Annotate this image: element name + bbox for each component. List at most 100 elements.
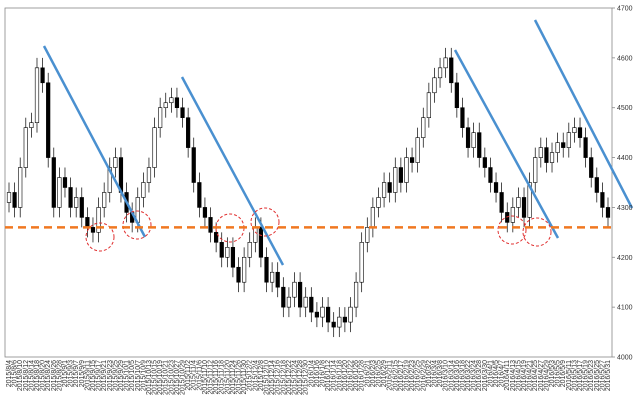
- candle-body: [331, 321, 336, 328]
- candle-body: [443, 57, 448, 69]
- candle-body: [359, 242, 364, 283]
- candle-body: [516, 197, 521, 208]
- x-tick-label: 2015/9/1: [62, 360, 69, 387]
- x-tick-label: 2015/9/23: [107, 360, 114, 391]
- trend-line: [533, 19, 634, 209]
- x-tick-label: 2015/11/6: [196, 360, 203, 391]
- y-tick-label: 4400: [617, 155, 633, 162]
- x-tick-label: 2015/12/30: [303, 360, 310, 395]
- candle-body: [214, 232, 219, 243]
- candle-body: [46, 82, 51, 158]
- x-tick-label: 2016/2/1: [364, 360, 371, 387]
- x-tick-label: 2015/8/26: [51, 360, 58, 391]
- x-tick-label: 2015/8/6: [12, 360, 19, 387]
- x-tick-label: 2015/10/15: [152, 360, 159, 395]
- candle-body: [533, 157, 538, 183]
- candle-body: [538, 147, 543, 158]
- x-tick-label: 2016/3/4: [431, 360, 438, 387]
- x-tick-label: 2016/3/2: [426, 360, 433, 387]
- x-tick-label: 2015/9/29: [118, 360, 125, 391]
- y-tick-label: 4100: [617, 305, 633, 312]
- candle-body: [594, 177, 599, 193]
- x-tick-label: 2015/12/16: [275, 360, 282, 395]
- x-tick-label: 2016/4/7: [499, 360, 506, 387]
- x-tick-label: 2016/5/19: [583, 360, 590, 391]
- candles: [6, 47, 611, 338]
- x-tick-label: 2015/12/2: [247, 360, 254, 391]
- x-tick-label: 2015/9/15: [90, 360, 97, 391]
- candle-body: [62, 177, 68, 188]
- x-tick-label: 2016/2/9: [381, 360, 388, 387]
- candle-body: [409, 157, 415, 163]
- candle-body: [146, 167, 152, 183]
- x-tick-label: 2016/4/5: [493, 360, 500, 387]
- x-tick-label: 2015/12/18: [280, 360, 287, 395]
- candle-body: [258, 227, 264, 258]
- x-tick-label: 2015/10/1: [124, 360, 131, 391]
- x-tick-label: 2015/8/20: [40, 360, 47, 391]
- x-tick-label: 2016/5/13: [571, 360, 578, 391]
- x-tick-label: 2016/3/30: [482, 360, 489, 391]
- x-tick-label: 2016/3/16: [454, 360, 461, 391]
- x-tick-label: 2016/5/31: [605, 360, 612, 391]
- x-tick-label: 2016/2/5: [375, 360, 382, 387]
- y-tick-label: 4300: [617, 205, 633, 212]
- x-tick-label: 2016/4/11: [504, 360, 511, 391]
- candle-body: [57, 177, 62, 208]
- x-tick-label: 2015/12/14: [269, 360, 276, 395]
- x-tick-label: 2016/5/11: [566, 360, 573, 391]
- candle-body: [264, 256, 269, 283]
- x-tick-label: 2016/3/18: [459, 360, 466, 391]
- x-tick-label: 2015/8/18: [34, 360, 41, 391]
- x-tick-label: 2015/10/19: [157, 360, 164, 395]
- x-tick-label: 2015/10/23: [168, 360, 175, 395]
- x-tick-label: 2015/12/24: [292, 360, 299, 395]
- candle-body: [270, 271, 275, 283]
- candle-body: [141, 182, 146, 198]
- x-tick-label: 2016/4/25: [532, 360, 539, 391]
- candle-body: [40, 67, 45, 84]
- candle-body: [572, 127, 577, 133]
- candle-body: [169, 97, 174, 104]
- candle-body: [281, 286, 286, 308]
- x-tick-label: 2016/1/28: [359, 360, 366, 391]
- x-tick-label: 2015/10/21: [163, 360, 170, 395]
- candle-body: [208, 217, 213, 233]
- candle-body: [79, 197, 84, 218]
- x-tick-label: 2015/11/12: [208, 360, 215, 395]
- x-tick-label: 2015/8/28: [56, 360, 63, 391]
- candle-body: [376, 197, 381, 208]
- candle-body: [353, 281, 359, 308]
- trend-line: [453, 49, 560, 239]
- x-tick-label: 2016/1/26: [353, 360, 360, 391]
- candle-body: [325, 306, 331, 323]
- candle-body: [68, 187, 73, 208]
- candle-body: [303, 296, 308, 308]
- highlight-circle: [497, 215, 527, 245]
- candle-body: [253, 227, 258, 243]
- candle-body: [583, 137, 588, 158]
- candle-body: [23, 127, 28, 168]
- candle-body: [29, 122, 34, 128]
- y-tick-label: 4200: [617, 255, 633, 262]
- candle-body: [449, 57, 454, 84]
- highlight-circle: [122, 210, 152, 240]
- candle-body: [404, 157, 409, 183]
- candle-body: [286, 296, 292, 308]
- highlight-circles: [85, 207, 552, 252]
- candle-body: [398, 167, 403, 183]
- candle-body: [499, 192, 504, 213]
- x-tick-label: 2015/8/4: [6, 360, 13, 387]
- candle-body: [102, 192, 107, 208]
- candle-body: [90, 227, 96, 233]
- candle-body: [471, 132, 476, 148]
- x-tick-label: 2016/5/25: [594, 360, 601, 391]
- highlight-circle: [522, 217, 552, 247]
- x-tick-label: 2016/3/8: [437, 360, 444, 387]
- candle-body: [365, 227, 370, 243]
- candle-body: [577, 127, 583, 138]
- candle-body: [493, 182, 499, 193]
- candle-body: [432, 77, 437, 94]
- x-tick-label: 2016/3/24: [471, 360, 478, 391]
